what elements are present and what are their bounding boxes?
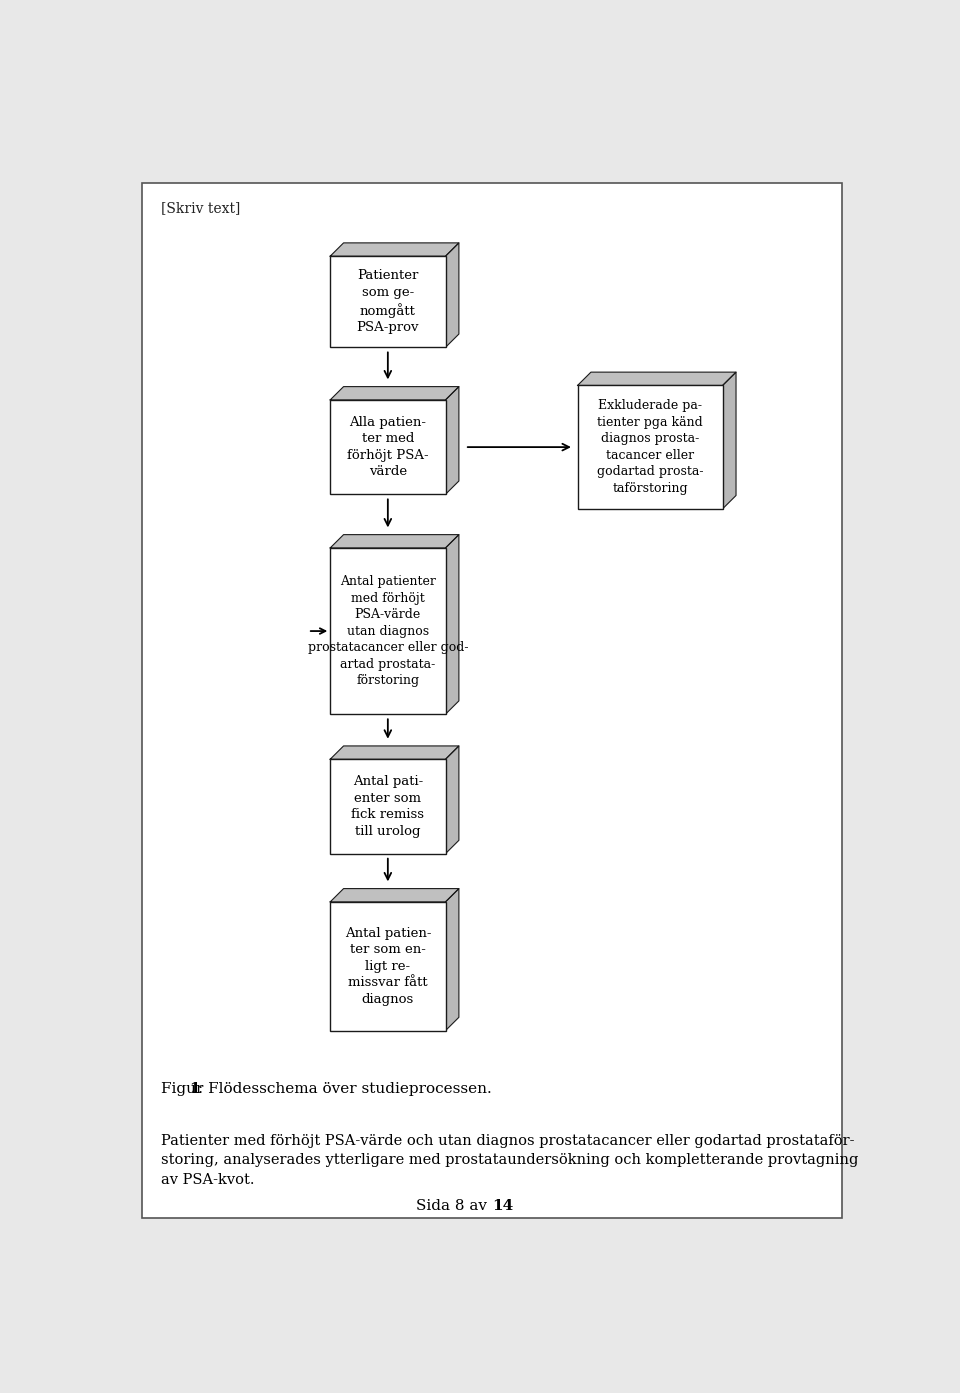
FancyBboxPatch shape: [578, 386, 723, 508]
Polygon shape: [445, 745, 459, 854]
Polygon shape: [723, 372, 736, 508]
Text: Patienter
som ge-
nomgått
PSA-prov: Patienter som ge- nomgått PSA-prov: [356, 269, 420, 334]
Text: Antal patien-
ter som en-
ligt re-
missvar fått
diagnos: Antal patien- ter som en- ligt re- missv…: [345, 926, 431, 1006]
Polygon shape: [445, 535, 459, 715]
Text: [Skriv text]: [Skriv text]: [161, 202, 240, 216]
Text: 14: 14: [492, 1199, 514, 1213]
Polygon shape: [330, 745, 459, 759]
Polygon shape: [578, 372, 736, 386]
FancyBboxPatch shape: [330, 759, 445, 854]
Polygon shape: [445, 242, 459, 347]
Polygon shape: [330, 242, 459, 256]
FancyBboxPatch shape: [142, 184, 842, 1219]
FancyBboxPatch shape: [330, 256, 445, 347]
Text: Sida 8 av: Sida 8 av: [416, 1199, 492, 1213]
Polygon shape: [445, 889, 459, 1031]
Text: Antal pati-
enter som
fick remiss
till urolog: Antal pati- enter som fick remiss till u…: [351, 775, 424, 837]
Text: Figur: Figur: [161, 1082, 208, 1096]
Polygon shape: [445, 387, 459, 495]
Text: Alla patien-
ter med
förhöjt PSA-
värde: Alla patien- ter med förhöjt PSA- värde: [347, 417, 429, 478]
Text: Patienter med förhöjt PSA-värde och utan diagnos prostatacancer eller godartad p: Patienter med förhöjt PSA-värde och utan…: [161, 1134, 858, 1187]
FancyBboxPatch shape: [330, 400, 445, 495]
FancyBboxPatch shape: [330, 901, 445, 1031]
Text: : Flödesschema över studieprocessen.: : Flödesschema över studieprocessen.: [198, 1082, 492, 1096]
Text: Exkluderade pa-
tienter pga känd
diagnos prosta-
tacancer eller
godartad prosta-: Exkluderade pa- tienter pga känd diagnos…: [597, 400, 704, 495]
Polygon shape: [330, 535, 459, 547]
Text: 1: 1: [189, 1082, 200, 1096]
Polygon shape: [330, 387, 459, 400]
FancyBboxPatch shape: [330, 547, 445, 715]
Text: Antal patienter
med förhöjt
PSA-värde
utan diagnos
prostatacancer eller god-
art: Antal patienter med förhöjt PSA-värde ut…: [307, 575, 468, 687]
Polygon shape: [330, 889, 459, 901]
